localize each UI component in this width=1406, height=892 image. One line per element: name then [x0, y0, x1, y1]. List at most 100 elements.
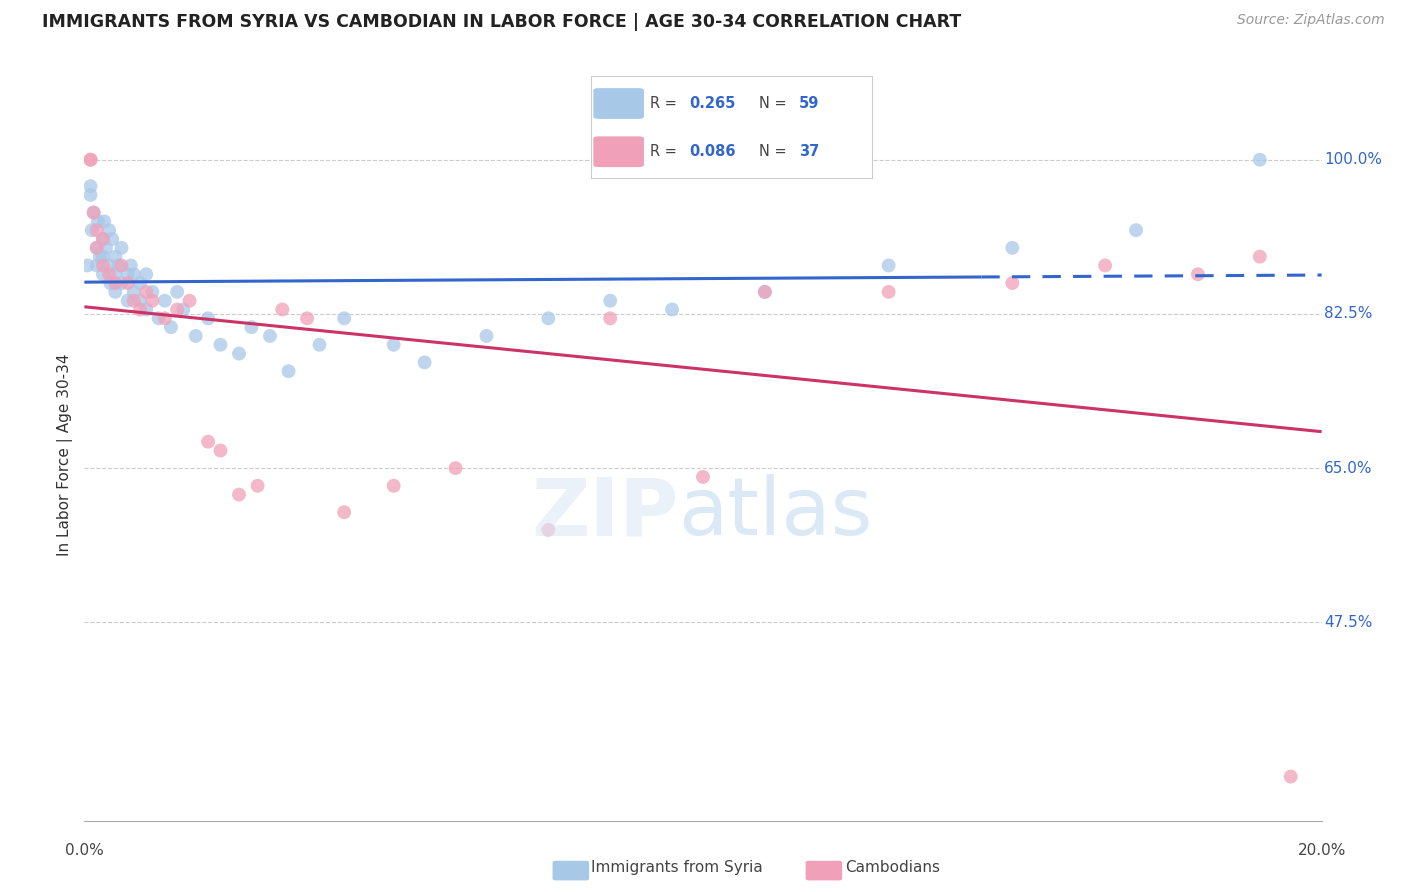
Point: [413, 355, 436, 369]
Text: 0.0%: 0.0%: [65, 843, 104, 858]
Point: [135, 302, 157, 317]
Point: [76, 259, 98, 273]
Point: [83, 205, 105, 219]
Point: [382, 479, 405, 493]
Point: [93, 214, 115, 228]
Text: R =: R =: [650, 96, 676, 111]
Point: [98, 267, 121, 281]
Point: [877, 259, 900, 273]
Point: [122, 285, 145, 299]
Text: 20.0%: 20.0%: [1298, 843, 1346, 858]
Point: [537, 523, 560, 537]
Point: [754, 285, 776, 299]
Text: 65.0%: 65.0%: [1324, 460, 1372, 475]
Text: IMMIGRANTS FROM SYRIA VS CAMBODIAN IN LABOR FORCE | AGE 30-34 CORRELATION CHART: IMMIGRANTS FROM SYRIA VS CAMBODIAN IN LA…: [42, 13, 962, 31]
FancyBboxPatch shape: [593, 88, 644, 119]
Point: [98, 223, 121, 237]
Point: [271, 302, 294, 317]
Point: [91, 259, 114, 273]
Point: [209, 338, 232, 352]
Point: [166, 302, 188, 317]
Text: 47.5%: 47.5%: [1324, 615, 1372, 630]
Point: [141, 293, 163, 308]
Point: [160, 320, 183, 334]
Point: [110, 259, 132, 273]
Point: [1094, 259, 1116, 273]
Point: [599, 311, 621, 326]
Point: [333, 311, 356, 326]
Point: [537, 311, 560, 326]
Point: [141, 285, 163, 299]
Point: [1001, 276, 1024, 290]
Point: [153, 293, 176, 308]
Text: N =: N =: [759, 145, 787, 160]
Point: [104, 267, 127, 281]
Point: [122, 267, 145, 281]
Point: [240, 320, 263, 334]
Text: 37: 37: [799, 145, 818, 160]
Point: [91, 250, 114, 264]
Point: [179, 293, 201, 308]
Point: [129, 293, 152, 308]
Point: [86, 259, 108, 273]
Text: atlas: atlas: [678, 475, 873, 552]
Point: [661, 302, 683, 317]
Text: ZIP: ZIP: [531, 475, 678, 552]
Point: [91, 267, 114, 281]
Point: [153, 311, 176, 326]
Point: [91, 232, 114, 246]
Point: [86, 241, 108, 255]
Point: [1187, 267, 1209, 281]
Point: [444, 461, 467, 475]
Point: [166, 285, 188, 299]
Point: [228, 346, 250, 360]
Point: [122, 293, 145, 308]
Point: [172, 302, 194, 317]
Text: 100.0%: 100.0%: [1324, 153, 1382, 167]
Text: 59: 59: [799, 96, 818, 111]
Point: [184, 329, 207, 343]
Point: [382, 338, 405, 352]
Point: [79, 188, 101, 202]
Point: [754, 285, 776, 299]
Point: [98, 259, 121, 273]
Point: [277, 364, 299, 378]
Point: [246, 479, 269, 493]
Point: [110, 276, 132, 290]
Point: [79, 179, 101, 194]
Text: Immigrants from Syria: Immigrants from Syria: [591, 860, 762, 874]
Point: [197, 311, 219, 326]
Point: [117, 293, 139, 308]
Point: [104, 250, 127, 264]
Point: [692, 470, 714, 484]
Text: N =: N =: [759, 96, 787, 111]
Point: [86, 241, 108, 255]
Point: [259, 329, 281, 343]
Point: [129, 302, 152, 317]
Point: [475, 329, 498, 343]
Text: 82.5%: 82.5%: [1324, 307, 1372, 321]
Point: [333, 505, 356, 519]
Point: [104, 285, 127, 299]
Point: [117, 276, 139, 290]
Point: [117, 267, 139, 281]
Text: Source: ZipAtlas.com: Source: ZipAtlas.com: [1237, 13, 1385, 28]
Y-axis label: In Labor Force | Age 30-34: In Labor Force | Age 30-34: [58, 353, 73, 557]
Point: [877, 285, 900, 299]
Point: [148, 311, 170, 326]
Point: [1001, 241, 1024, 255]
Point: [135, 267, 157, 281]
Point: [79, 153, 101, 167]
Point: [1279, 770, 1302, 784]
Point: [308, 338, 330, 352]
FancyBboxPatch shape: [593, 136, 644, 167]
Point: [129, 276, 152, 290]
Text: R =: R =: [650, 145, 676, 160]
Point: [295, 311, 318, 326]
Point: [104, 276, 127, 290]
Point: [101, 232, 124, 246]
Point: [209, 443, 232, 458]
Point: [599, 293, 621, 308]
Point: [1249, 250, 1271, 264]
Text: 0.265: 0.265: [689, 96, 735, 111]
